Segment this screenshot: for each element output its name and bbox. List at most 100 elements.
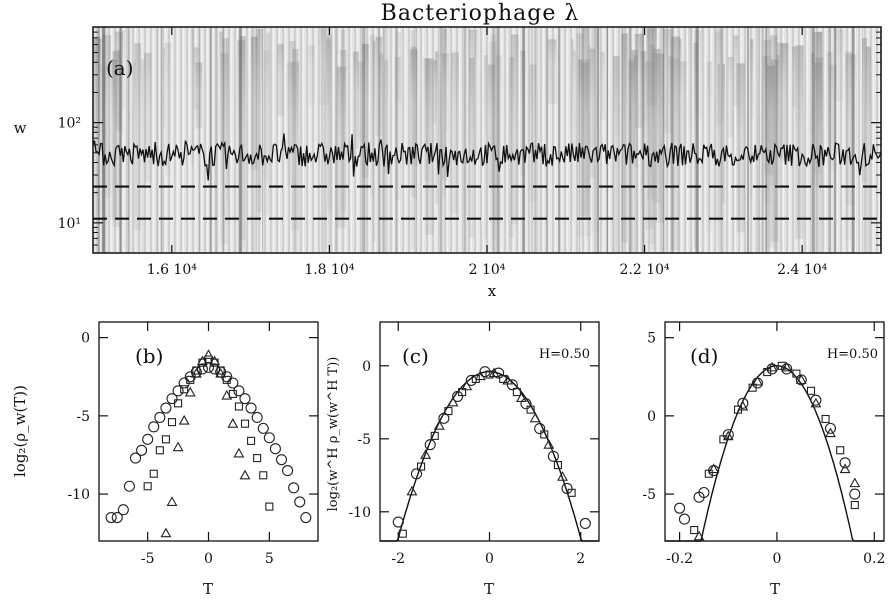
panel-d-point-square [821, 414, 830, 424]
heatmap-band [581, 27, 589, 220]
heatmap-streak [464, 27, 467, 253]
panel-b-point-circle [172, 385, 184, 397]
panel-b-ytick-label: 0 [81, 331, 90, 347]
heatmap-streak [531, 27, 533, 253]
heatmap-streak [761, 27, 764, 253]
heatmap-band [663, 29, 672, 134]
heatmap-streak [545, 27, 549, 253]
panel-b-point-square [149, 469, 158, 478]
panel-c-ytick-label: -5 [357, 432, 371, 448]
panel-a-heatmap-bands [93, 27, 871, 254]
heatmap-band [384, 60, 389, 174]
panel-b-point-circle [288, 482, 300, 494]
panel-b-point-square [247, 436, 256, 445]
panel-b-point-circle [202, 361, 215, 373]
heatmap-band [495, 54, 502, 224]
heatmap-band [630, 62, 635, 160]
panel-a-ticks: 1.6 10⁴ 1.8 10⁴ 2 10⁴ 2.2 10⁴ 2.4 10⁴ 10¹ 10² [58, 27, 881, 278]
panel-d-point-triangle [722, 430, 734, 441]
heatmap-band [96, 43, 99, 119]
heatmap-band [528, 64, 537, 202]
heatmap-band [277, 44, 284, 117]
panel-b-point-square [155, 446, 164, 455]
panel-c-point-circle [452, 390, 464, 403]
heatmap-band [547, 39, 557, 104]
heatmap-streak [758, 27, 760, 253]
panel-b-xtick-label: 0 [204, 551, 213, 567]
panel-c-point-circle [438, 412, 450, 424]
heatmap-band [191, 29, 195, 166]
heatmap-streak [535, 27, 539, 253]
panel-c-point-triangle [502, 374, 514, 385]
panel-c-point-circle [534, 423, 546, 435]
panel-c-point-circle [561, 482, 573, 494]
panel-b-point-circle [123, 480, 135, 492]
heatmap-band [353, 51, 359, 149]
panel-d-ticks: -0.2 0 0.2 5 0 -5 [642, 322, 885, 567]
heatmap-band [357, 62, 365, 141]
panel-d-ytick-label: 5 [647, 331, 656, 347]
heatmap-band [144, 52, 152, 182]
panel-b-point-square [192, 366, 201, 375]
heatmap-streak [765, 27, 768, 253]
heatmap-streak [157, 27, 159, 253]
heatmap-streak [830, 27, 832, 253]
panel-d-point-square [763, 368, 772, 377]
heatmap-streak [621, 27, 624, 253]
heatmap-streak [440, 27, 443, 253]
panel-b-point-circle [136, 444, 148, 456]
heatmap-band [600, 52, 605, 121]
panel-b-point-circle [166, 393, 178, 405]
heatmap-band [111, 59, 118, 220]
heatmap-band [433, 60, 437, 124]
heatmap-band [688, 27, 693, 128]
heatmap-band [815, 57, 823, 188]
panel-b-point-triangle [233, 447, 245, 458]
heatmap-band [193, 47, 199, 110]
heatmap-streak [497, 27, 500, 253]
heatmap-streak [522, 27, 526, 253]
heatmap-band [693, 29, 703, 119]
panel-b-point-triangle [239, 469, 251, 480]
panel-b-point-circle [294, 496, 306, 508]
panel-d-point-circle [839, 457, 851, 469]
heatmap-band [375, 36, 383, 137]
panel-b-point-square [186, 375, 195, 384]
panel-c-point-square [458, 388, 467, 397]
panel-a-label: (a) [106, 56, 134, 80]
heatmap-streak [98, 27, 100, 253]
panel-b-point-triangle [203, 349, 214, 359]
panel-b-point-circle [196, 363, 208, 375]
panel-c-point-circle [424, 439, 436, 451]
panel-d-point-circle [698, 486, 710, 499]
panel-b-point-circle [117, 504, 129, 516]
heatmap-band [320, 28, 330, 105]
heatmap-band [715, 28, 724, 126]
panel-d-point-triangle [737, 400, 749, 411]
panel-b-point-square [234, 402, 243, 411]
heatmap-band [292, 49, 299, 253]
panel-d-point-square [836, 446, 845, 455]
panel-b-point-square [167, 418, 177, 427]
panel-a-ytick-label: 10² [58, 116, 81, 132]
panel-b-point-triangle [190, 367, 202, 378]
panel-b-point-square [228, 389, 237, 399]
heatmap-band [645, 60, 655, 230]
heatmap-band [102, 35, 112, 199]
panel-b-point-triangle [221, 389, 233, 400]
heatmap-band [646, 27, 654, 106]
heatmap-band [826, 51, 833, 144]
panel-c-label: (c) [402, 344, 429, 368]
panel-d-xlabel: T [770, 580, 780, 598]
heatmap-streak [578, 27, 580, 253]
heatmap-streak [508, 27, 510, 253]
panel-b-point-circle [160, 402, 172, 414]
panel-a-ylabel: w [14, 119, 27, 137]
heatmap-streak [828, 27, 831, 253]
panel-d-point-square [850, 500, 859, 510]
panel-d-xtick-label: -0.2 [666, 551, 693, 567]
panel-c-ytick-label: -10 [348, 505, 371, 521]
heatmap-streak [662, 27, 665, 253]
panel-c-point-triangle [461, 380, 473, 391]
heatmap-streak [104, 27, 107, 253]
